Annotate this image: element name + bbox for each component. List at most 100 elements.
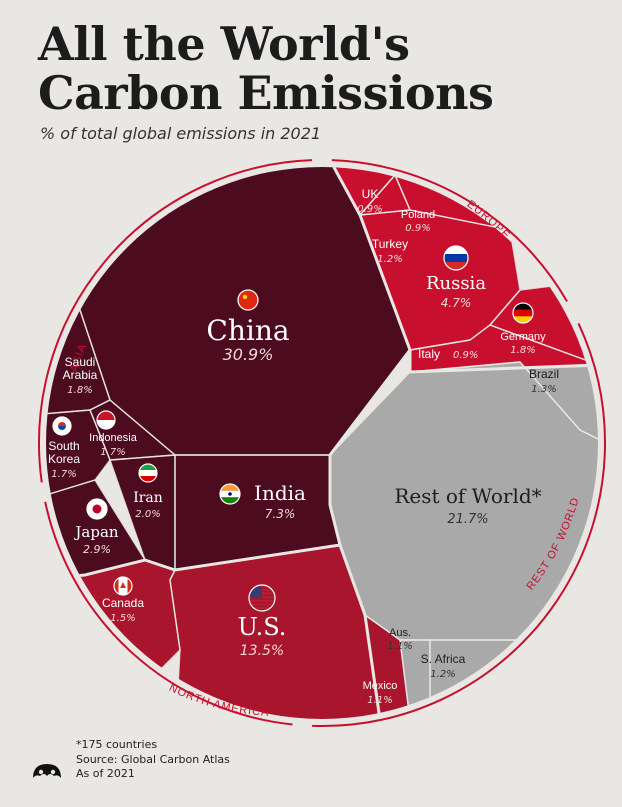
label-saudi-arabia-line-2: Arabia	[63, 368, 98, 382]
germany-flag-icon-outline	[512, 302, 534, 324]
label-aus: Aus.	[389, 627, 411, 639]
germany-flag-gold	[513, 316, 533, 323]
value-rest-of-world: 21.7%	[447, 512, 488, 527]
iran-flag-green	[139, 464, 157, 470]
japan-flag-icon-outline	[86, 498, 108, 520]
india-flag-green	[220, 497, 240, 504]
value-saudi-arabia: 1.8%	[67, 385, 92, 396]
value-japan: 2.9%	[83, 543, 111, 556]
value-india: 7.3%	[265, 507, 296, 521]
value-brazil: 1.3%	[531, 384, 556, 395]
indonesia-flag-icon-fill	[97, 411, 115, 429]
label-mexico: Mexico	[363, 680, 398, 692]
value-indonesia: 1.7%	[100, 447, 125, 458]
label-rest-of-world: Rest of World*	[394, 484, 541, 508]
russia-flag-icon-outline	[443, 245, 469, 271]
china-flag-field	[238, 290, 258, 310]
value-russia: 4.7%	[441, 296, 472, 310]
label-china: China	[206, 314, 289, 347]
canada-flag-right-bar	[127, 577, 132, 595]
publisher-logo-icon	[33, 764, 61, 778]
canada-flag-icon-fill	[114, 577, 132, 595]
value-s-africa: 1.2%	[430, 669, 455, 680]
value-italy: 0.9%	[453, 350, 478, 361]
iran-flag-red	[139, 476, 157, 482]
iran-flag-icon	[138, 463, 158, 483]
as-of-text: As of 2021	[76, 767, 135, 780]
value-u-s: 13.5%	[240, 643, 284, 659]
germany-flag-black	[513, 303, 533, 310]
label-indonesia: Indonesia	[89, 432, 138, 444]
cell-borders-layer	[46, 167, 598, 719]
usa-flag-stripe-5	[249, 603, 275, 606]
canada-flag-left-bar	[114, 577, 119, 595]
south-korea-flag-icon-fill	[53, 417, 71, 435]
india-flag-icon-outline	[219, 483, 241, 505]
cell-brazil	[410, 362, 598, 440]
iran-flag-icon-fill	[139, 464, 157, 482]
cell-russia	[360, 210, 520, 350]
canada-flag-icon-outline	[113, 576, 133, 596]
usa-flag-icon-outline	[248, 584, 276, 612]
cell-border-south-korea	[46, 409, 111, 501]
indonesia-flag-white	[97, 420, 115, 429]
japan-flag-icon-fill	[87, 499, 107, 519]
cell-uk	[330, 167, 395, 215]
cell-rest-of-world	[330, 362, 598, 640]
label-japan: Japan	[73, 523, 119, 541]
value-aus: 1.1%	[387, 641, 412, 652]
label-s-africa: S. Africa	[421, 652, 466, 666]
value-germany: 1.8%	[510, 345, 535, 356]
value-iran: 2.0%	[135, 509, 160, 520]
china-flag-star	[242, 294, 248, 300]
canada-flag-leaf	[120, 582, 126, 588]
russia-flag-icon	[443, 245, 469, 271]
south-korea-flag-red	[58, 422, 66, 426]
ring-arc-asia	[38, 159, 313, 483]
value-mexico: 1.1%	[367, 695, 392, 706]
russia-flag-white	[444, 246, 468, 254]
japan-flag-icon	[86, 498, 108, 520]
value-canada: 1.5%	[110, 613, 135, 624]
source-text: Source: Global Carbon Atlas	[76, 752, 230, 766]
ring-arc-north-america	[44, 501, 293, 726]
india-flag-icon	[219, 483, 241, 505]
label-south-korea-line-2: Korea	[48, 452, 80, 466]
value-uk: 0.9%	[357, 204, 382, 215]
label-germany: Germany	[500, 331, 546, 343]
iran-flag-icon-outline	[138, 463, 158, 483]
footnote: *175 countries	[76, 738, 158, 751]
germany-flag-icon-fill	[513, 303, 533, 323]
chart-subtitle: % of total global emissions in 2021	[40, 124, 322, 143]
china-flag-icon	[237, 289, 259, 311]
cell-turkey	[360, 175, 410, 215]
value-poland: 0.9%	[405, 223, 430, 234]
label-u-s: U.S.	[238, 613, 287, 641]
label-poland: Poland	[401, 209, 435, 221]
russia-flag-icon-fill	[444, 246, 468, 270]
indonesia-flag-icon	[96, 410, 116, 430]
russia-flag-red	[444, 262, 468, 270]
usa-flag-stripe-6	[249, 607, 275, 610]
cell-italy	[410, 325, 598, 372]
iran-flag-white	[139, 470, 157, 476]
cell-border-turkey	[359, 174, 411, 216]
south-korea-flag-icon-outline	[52, 416, 72, 436]
label-south-korea-line-1: South	[48, 439, 79, 453]
label-india: India	[254, 481, 306, 505]
japan-flag-disc	[92, 504, 102, 514]
value-turkey: 1.2%	[377, 254, 402, 265]
chart-footer: *175 countries Source: Global Carbon Atl…	[76, 738, 230, 782]
ring-arc-rest-of-world	[312, 322, 606, 727]
cell-south-korea	[46, 410, 110, 500]
indonesia-flag-red	[97, 411, 115, 420]
india-flag-saffron	[220, 484, 240, 491]
usa-flag-stripe-4	[249, 599, 275, 602]
indonesia-flag-icon-outline	[96, 410, 116, 430]
germany-flag-red	[513, 309, 533, 317]
germany-flag-icon	[512, 302, 534, 324]
label-saudi-arabia-line-1: Saudi	[65, 355, 96, 369]
label-russia: Russia	[426, 273, 486, 294]
